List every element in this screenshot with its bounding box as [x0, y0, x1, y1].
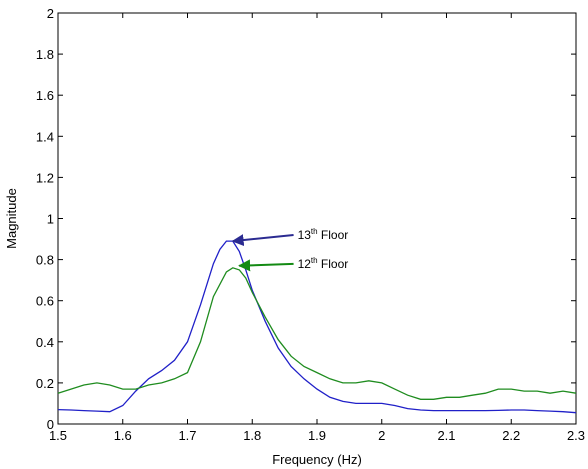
y-tick-label: 0.4 — [36, 335, 54, 350]
y-tick-label: 0.6 — [36, 294, 54, 309]
y-tick-label: 0.2 — [36, 376, 54, 391]
x-axis-label: Frequency (Hz) — [272, 452, 362, 467]
x-tick-label: 1.8 — [243, 428, 261, 443]
x-tick-label: 1.6 — [114, 428, 132, 443]
y-tick-label: 1 — [47, 212, 54, 227]
x-tick-label: 2 — [378, 428, 385, 443]
x-tick-label: 1.5 — [49, 428, 67, 443]
x-tick-label: 2.3 — [567, 428, 585, 443]
y-tick-label: 0.8 — [36, 253, 54, 268]
series-line-1 — [57, 267, 577, 400]
x-tick-label: 1.7 — [178, 428, 196, 443]
y-tick-label: 1.2 — [36, 170, 54, 185]
plot-frame — [57, 12, 577, 425]
annotation-label: 13th Floor — [298, 227, 349, 242]
y-tick-label: 1.8 — [36, 47, 54, 62]
x-tick-label: 2.1 — [437, 428, 455, 443]
y-axis-label: Magnitude — [4, 188, 19, 249]
y-tick-label: 1.6 — [36, 88, 54, 103]
x-tick-label: 2.2 — [502, 428, 520, 443]
x-tick-label: 1.9 — [308, 428, 326, 443]
annotation-label: 12th Floor — [298, 256, 349, 271]
y-tick-label: 2 — [47, 6, 54, 21]
y-tick-label: 1.4 — [36, 129, 54, 144]
annotation-arrow — [238, 259, 294, 272]
annotation-arrow — [231, 234, 294, 247]
plot-area: 1.5 1.6 1.7 1.8 1.9 2 2.1 2.2 2.3 0 0.2 0.4 0.6 0.8 1 1… — [36, 6, 585, 443]
series-line-0 — [57, 240, 577, 414]
y-tick-label: 0 — [47, 417, 54, 432]
